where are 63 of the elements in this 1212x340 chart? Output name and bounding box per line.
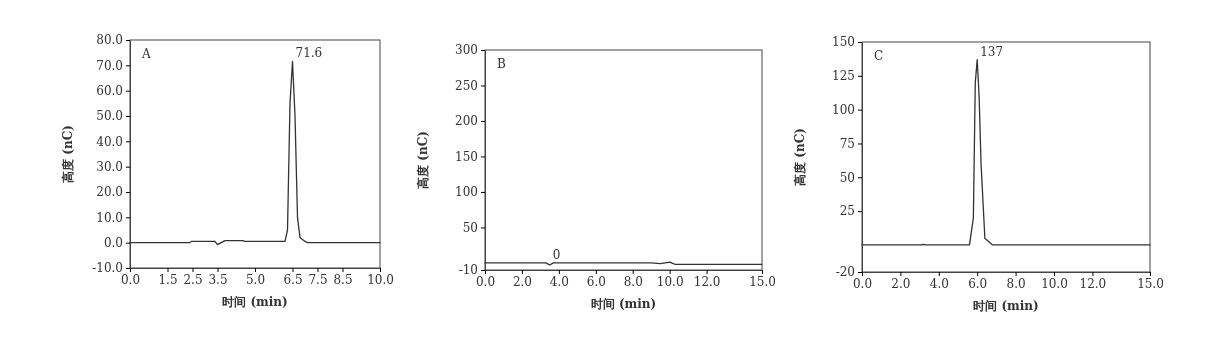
x-tick-label: 6.0 [586, 274, 606, 289]
y-tick-label: 125 [832, 69, 855, 84]
x-tick-label: 10.0 [656, 274, 684, 289]
x-axis-title: 时间 (min) [973, 299, 1039, 313]
y-tick-label: 50.0 [96, 109, 123, 124]
x-tick-label: 15.0 [1137, 276, 1164, 291]
x-tick-label: 8.0 [623, 274, 643, 289]
x-tick-label: 2.0 [512, 274, 532, 289]
x-tick-label: 0.0 [120, 272, 141, 287]
annotation: C [874, 49, 884, 63]
annotation: 0 [552, 247, 561, 262]
y-tick-label: 250 [455, 78, 478, 93]
x-tick-label: 8.5 [333, 272, 353, 287]
y-tick-label: 10.0 [96, 210, 123, 225]
y-tick-label: 100 [832, 102, 855, 117]
x-tick-label: 15.0 [749, 274, 776, 289]
y-tick-label: 200 [455, 114, 478, 129]
x-tick-label: 4.0 [929, 276, 949, 291]
annotation: A [141, 47, 151, 61]
y-tick-label: 150 [455, 149, 478, 164]
y-tick-label: 0.0 [103, 236, 123, 251]
y-tick-label: 300 [455, 43, 478, 58]
y-tick-label: -10.0 [92, 261, 123, 276]
y-tick-label: 80.0 [96, 33, 123, 48]
x-tick-label: 2.5 [183, 272, 203, 287]
y-tick-label: 40.0 [96, 134, 123, 149]
x-tick-label: 12.0 [693, 274, 721, 289]
x-tick-label: 7.5 [308, 272, 328, 287]
y-axis-title: 高度 (nC) [61, 125, 75, 183]
x-tick-label: 4.0 [549, 274, 569, 289]
y-tick-label: -20 [835, 265, 855, 280]
x-tick-label: 2.0 [891, 276, 911, 291]
y-tick-label: 75 [839, 136, 855, 151]
annotation: 137 [980, 44, 1004, 59]
x-tick-label: 5.0 [245, 272, 266, 287]
y-tick-label: 50 [462, 220, 478, 235]
annotation: B [497, 57, 506, 71]
y-tick-label: 100 [455, 185, 478, 200]
x-tick-label: 10.0 [367, 272, 394, 287]
y-tick-label: 25 [839, 204, 855, 219]
y-tick-label: 150 [832, 35, 855, 50]
y-tick-label: 30.0 [96, 160, 123, 175]
line-series [861, 58, 1151, 246]
line-series [129, 60, 381, 246]
y-axis-title: 高度 (nC) [793, 128, 807, 186]
y-tick-label: 50 [839, 170, 855, 185]
y-tick-label: 70.0 [96, 58, 123, 73]
x-tick-label: 0.0 [475, 274, 496, 289]
y-tick-label: 60.0 [96, 84, 123, 99]
annotation: 71.6 [295, 46, 323, 61]
x-tick-label: 12.0 [1079, 276, 1107, 291]
x-tick-label: 6.0 [968, 276, 988, 291]
x-axis-title: 时间 (min) [222, 295, 288, 309]
x-axis-title: 时间 (min) [590, 297, 657, 311]
x-tick-label: 0.0 [852, 276, 873, 291]
x-tick-label: 3.5 [208, 272, 228, 287]
x-tick-label: 10.0 [1041, 276, 1068, 291]
x-tick-label: 6.5 [283, 272, 303, 287]
x-tick-label: 1.5 [158, 272, 178, 287]
y-axis-title: 高度 (nC) [416, 131, 430, 189]
y-tick-label: -10 [458, 263, 478, 278]
x-tick-label: 8.0 [1006, 276, 1026, 291]
y-tick-label: 20.0 [96, 185, 123, 200]
